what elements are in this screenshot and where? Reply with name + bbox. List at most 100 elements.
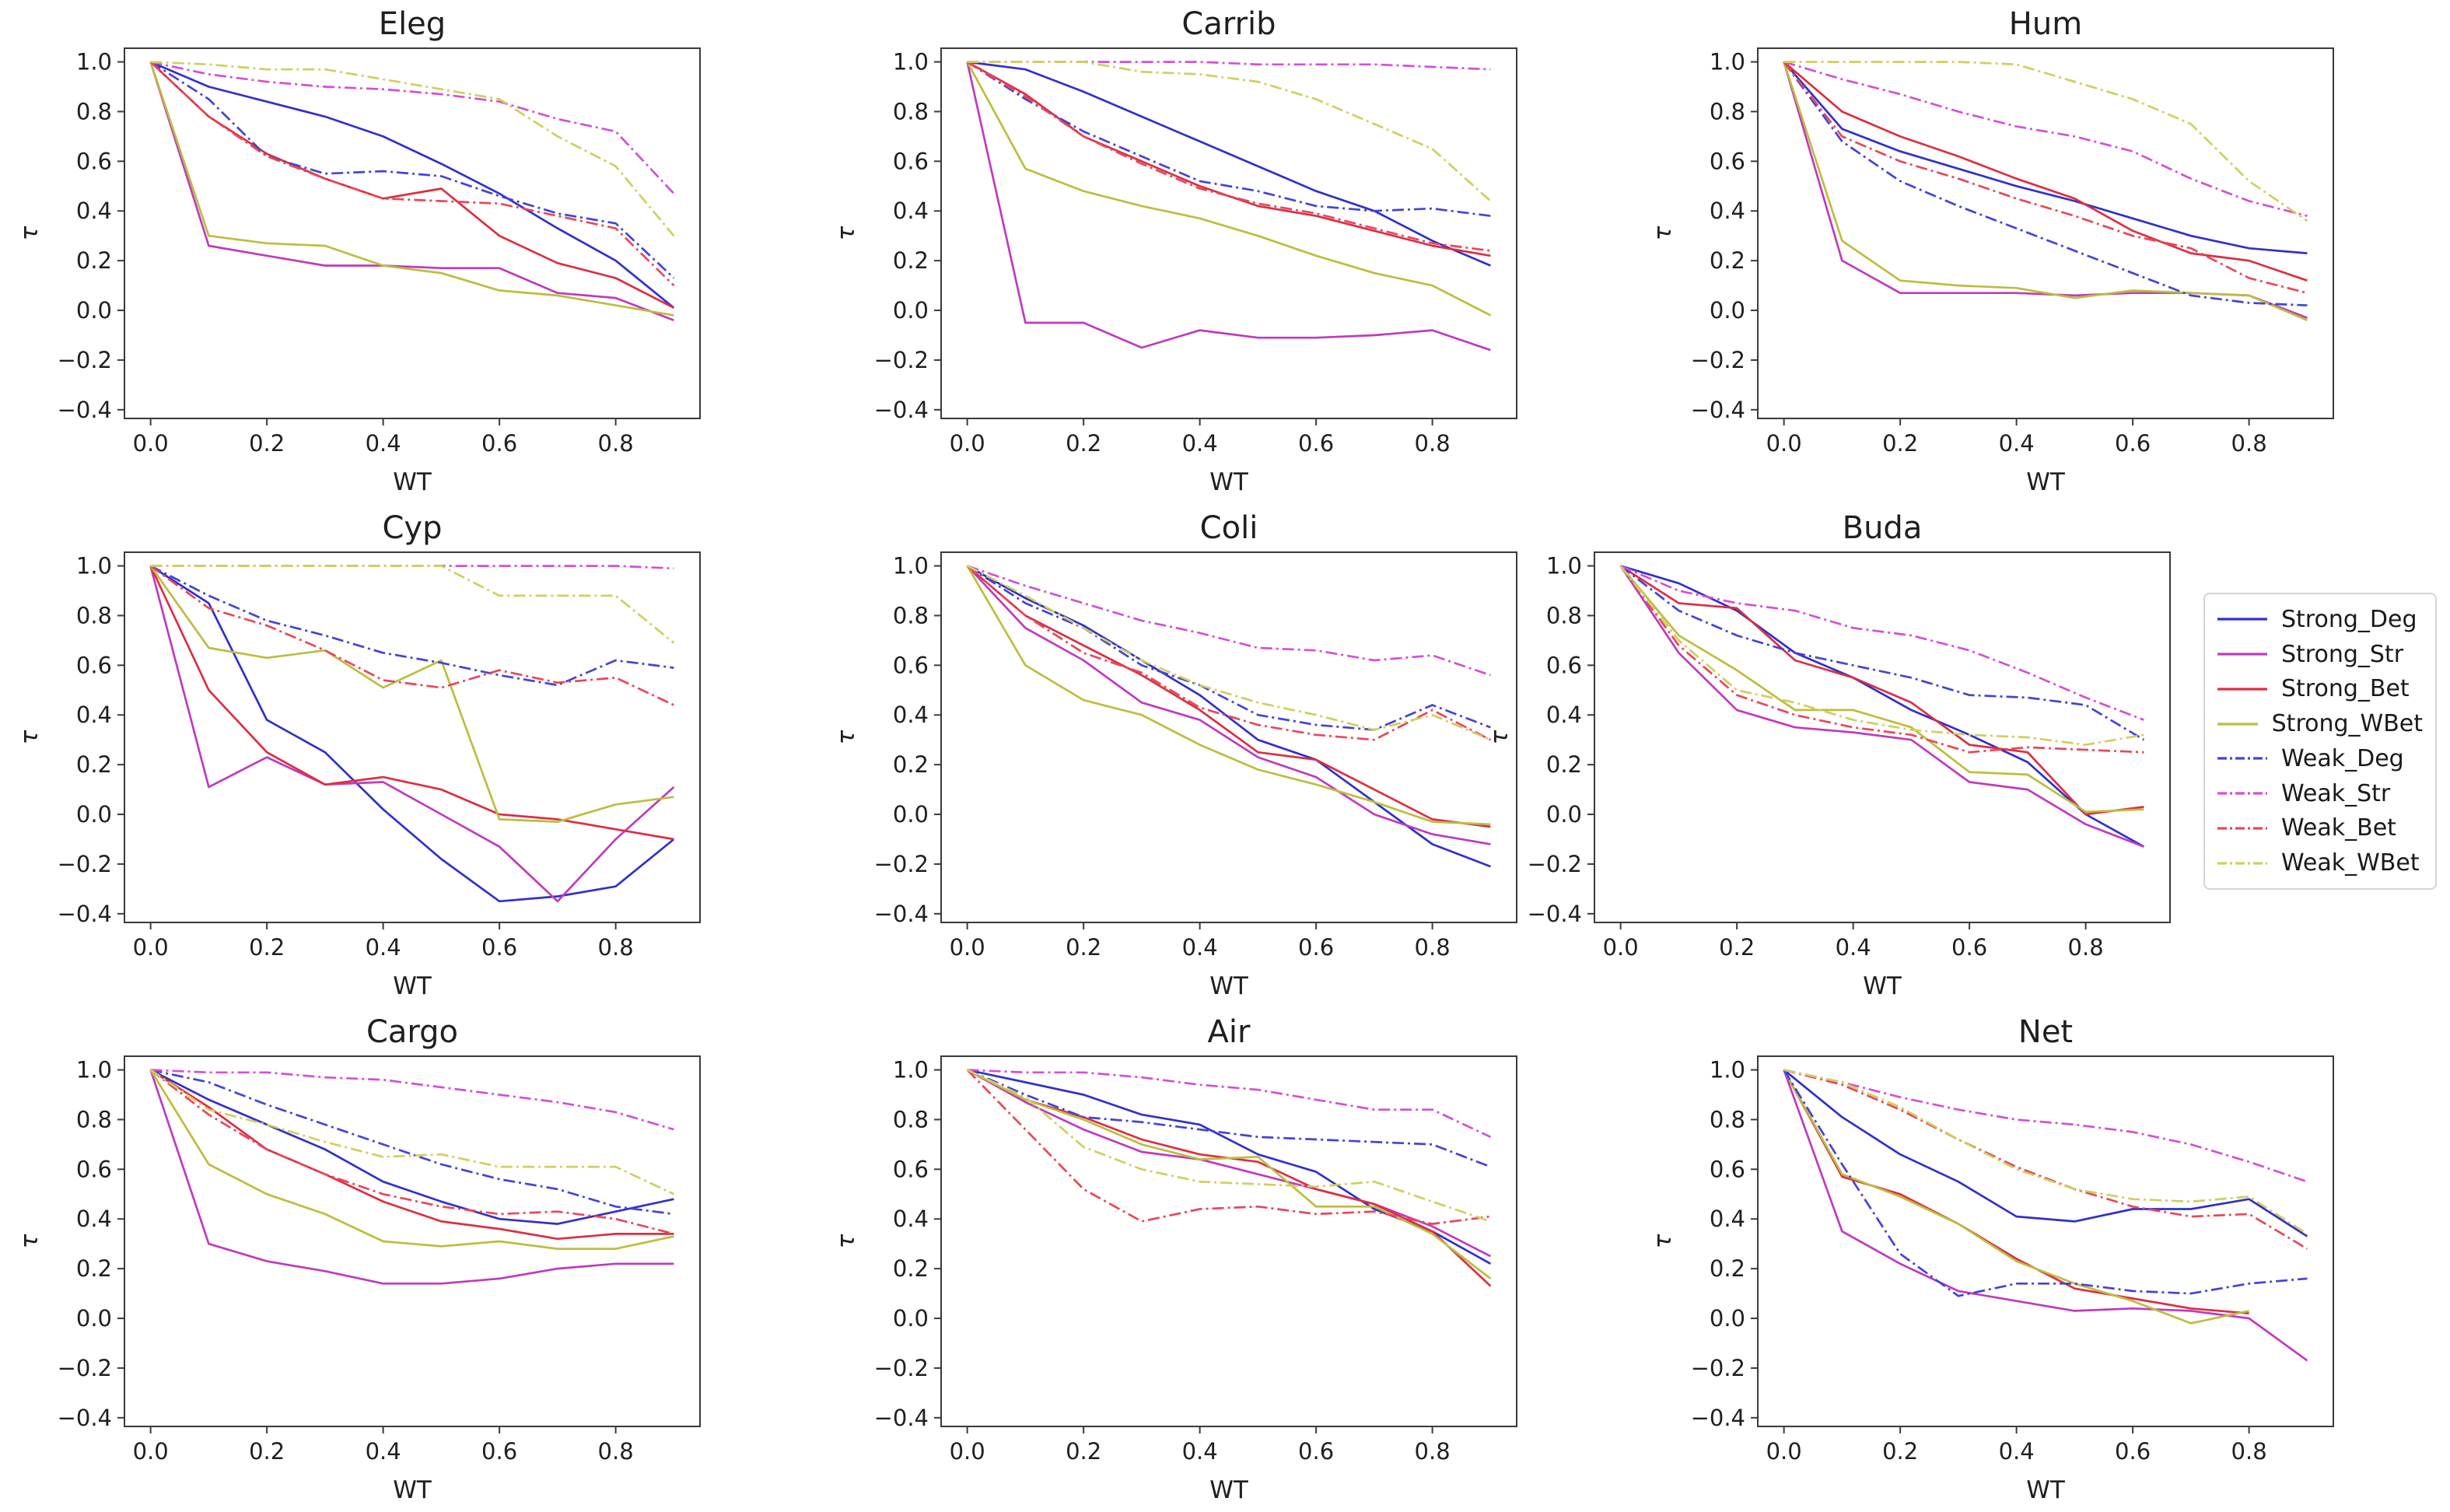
y-tick-label: 0.0 (1710, 297, 1745, 324)
subplot-title: Cargo (366, 1014, 458, 1050)
series-cyp-weak_bet (149, 565, 674, 706)
y-tick-label: −0.4 (874, 397, 929, 423)
x-tick-label: 0.6 (481, 1438, 517, 1465)
series-hum-strong_deg (1783, 61, 2308, 254)
y-tick-label: 0.0 (1710, 1305, 1745, 1332)
y-tick-label: 0.8 (76, 98, 112, 124)
x-tick-label: 0.8 (598, 430, 634, 457)
x-axis-label: WT (393, 468, 432, 496)
series-net-strong_bet (1783, 1069, 2249, 1314)
x-tick-label: 0.8 (1415, 934, 1451, 961)
y-tick-label: 0.2 (1710, 247, 1745, 274)
series-buda-strong_str (1619, 565, 2144, 848)
subplot-carrib: 0.0 0.2 0.4 0.6 0.8 1.0 0.8 0.6 0.4 0.2 0.0 −0.2 −0.… (832, 6, 1517, 496)
x-axis-label: WT (2026, 468, 2066, 496)
series-cyp-strong_deg (149, 565, 675, 903)
y-tick-label: 0.4 (1710, 1206, 1745, 1232)
y-tick-label: 0.8 (76, 1106, 112, 1132)
x-axis-label: WT (393, 1476, 432, 1504)
x-tick-label: 0.4 (1182, 934, 1218, 961)
series-eleg-strong_str (149, 61, 674, 322)
x-tick-label: 0.0 (950, 430, 985, 457)
x-axis-label: WT (1863, 972, 1902, 1000)
x-tick-label: 0.4 (366, 1438, 401, 1465)
y-tick-label: 0.6 (1710, 148, 1745, 174)
legend-item-weak_deg: Weak_Deg (2217, 745, 2423, 772)
series-carrib-strong_bet (966, 61, 1491, 257)
legend-item-strong_deg: Strong_Deg (2217, 606, 2423, 633)
series-buda-weak_deg (1619, 565, 2145, 741)
y-axis-label: τ (16, 730, 44, 744)
legend-line-sample-icon (2217, 723, 2258, 726)
x-axis-label: WT (1209, 1476, 1249, 1504)
series-buda-strong_deg (1620, 565, 2145, 848)
axes-frame (124, 1055, 701, 1427)
series-carrib-weak_bet (966, 61, 1491, 252)
series-eleg-weak_deg (149, 61, 675, 279)
series-cyp-strong_str (149, 565, 675, 903)
y-tick-label: 0.8 (893, 602, 929, 628)
subplot-air: 0.0 0.2 0.4 0.6 0.8 1.0 0.8 0.6 0.4 0.2 0.0 −0.2 −0.… (832, 1014, 1517, 1504)
series-air-weak_bet (966, 1069, 1491, 1225)
series-net-strong_wbet (1783, 1069, 2249, 1325)
y-tick-label: 0.6 (893, 148, 929, 174)
y-tick-label: 0.6 (893, 652, 929, 678)
series-hum-weak_str (1783, 61, 2308, 217)
y-tick-label: −0.2 (58, 1355, 112, 1381)
x-axis-label: WT (393, 972, 432, 1000)
x-tick-label: 0.0 (133, 430, 169, 457)
series-eleg-weak_str (150, 61, 675, 194)
subplot-eleg: 0.0 0.2 0.4 0.6 0.8 1.0 0.8 0.6 0.4 0.2 0.0 −0.2 −0.… (16, 6, 701, 496)
y-tick-label: 0.8 (893, 98, 929, 124)
y-tick-label: 0.0 (893, 1305, 929, 1332)
y-tick-label: 0.2 (893, 1255, 929, 1282)
y-tick-label: 0.2 (1710, 1255, 1745, 1282)
series-carrib-strong_str (966, 61, 1491, 352)
series-buda-weak_wbet (1619, 565, 2144, 746)
series-cargo-weak_bet (149, 1069, 674, 1235)
subplot-coli: 0.0 0.2 0.4 0.6 0.8 1.0 0.8 0.6 0.4 0.2 0.0 −0.2 −0.… (832, 510, 1517, 1000)
series-air-weak_wbet (967, 1069, 1491, 1223)
y-tick-label: 0.4 (893, 702, 929, 728)
x-tick-label: 0.2 (1066, 430, 1101, 457)
subplot-title: Air (1208, 1014, 1251, 1050)
x-axis-label: WT (1209, 468, 1249, 496)
x-tick-label: 0.8 (1415, 1438, 1451, 1465)
x-tick-label: 0.8 (2231, 1438, 2267, 1465)
axes-frame (124, 551, 701, 923)
series-eleg-strong_deg (150, 61, 675, 309)
y-tick-label: −0.4 (874, 901, 929, 927)
x-tick-label: 0.0 (1603, 934, 1639, 961)
x-tick-label: 0.4 (1999, 1438, 2035, 1465)
legend-line-sample-icon (2217, 862, 2267, 865)
x-tick-label: 0.6 (481, 934, 517, 961)
subplot-title: Cyp (383, 510, 443, 546)
y-tick-label: 0.4 (1546, 702, 1582, 728)
x-tick-label: 0.2 (1719, 934, 1755, 961)
x-tick-label: 0.6 (2115, 430, 2151, 457)
x-tick-label: 0.2 (249, 430, 285, 457)
x-tick-label: 0.6 (1298, 934, 1334, 961)
y-tick-label: 1.0 (1710, 49, 1745, 75)
y-tick-label: −0.4 (58, 901, 112, 927)
y-tick-label: 0.4 (76, 198, 112, 224)
y-tick-label: −0.4 (58, 1405, 112, 1431)
axes-frame (940, 1055, 1517, 1427)
y-tick-label: 1.0 (1546, 553, 1582, 579)
y-axis-label: τ (1649, 1234, 1677, 1248)
x-tick-label: 0.4 (366, 934, 401, 961)
y-tick-label: 0.6 (1546, 652, 1582, 678)
series-air-strong_bet (966, 1069, 1492, 1287)
subplot-buda: 0.0 0.2 0.4 0.6 0.8 1.0 0.8 0.6 0.4 0.2 0.0 −0.2 −0.… (1486, 510, 2171, 1000)
y-tick-label: 0.4 (893, 1206, 929, 1232)
series-net-weak_deg (1783, 1069, 2308, 1297)
series-eleg-strong_wbet (149, 61, 674, 317)
x-axis-label: WT (1209, 972, 1249, 1000)
axes-frame (124, 47, 701, 419)
y-axis-label: τ (1486, 730, 1514, 744)
y-tick-label: 0.0 (76, 1305, 112, 1332)
series-coli-weak_deg (966, 565, 1491, 731)
series-coli-weak_bet (966, 565, 1492, 741)
axes-frame (1594, 551, 2171, 923)
